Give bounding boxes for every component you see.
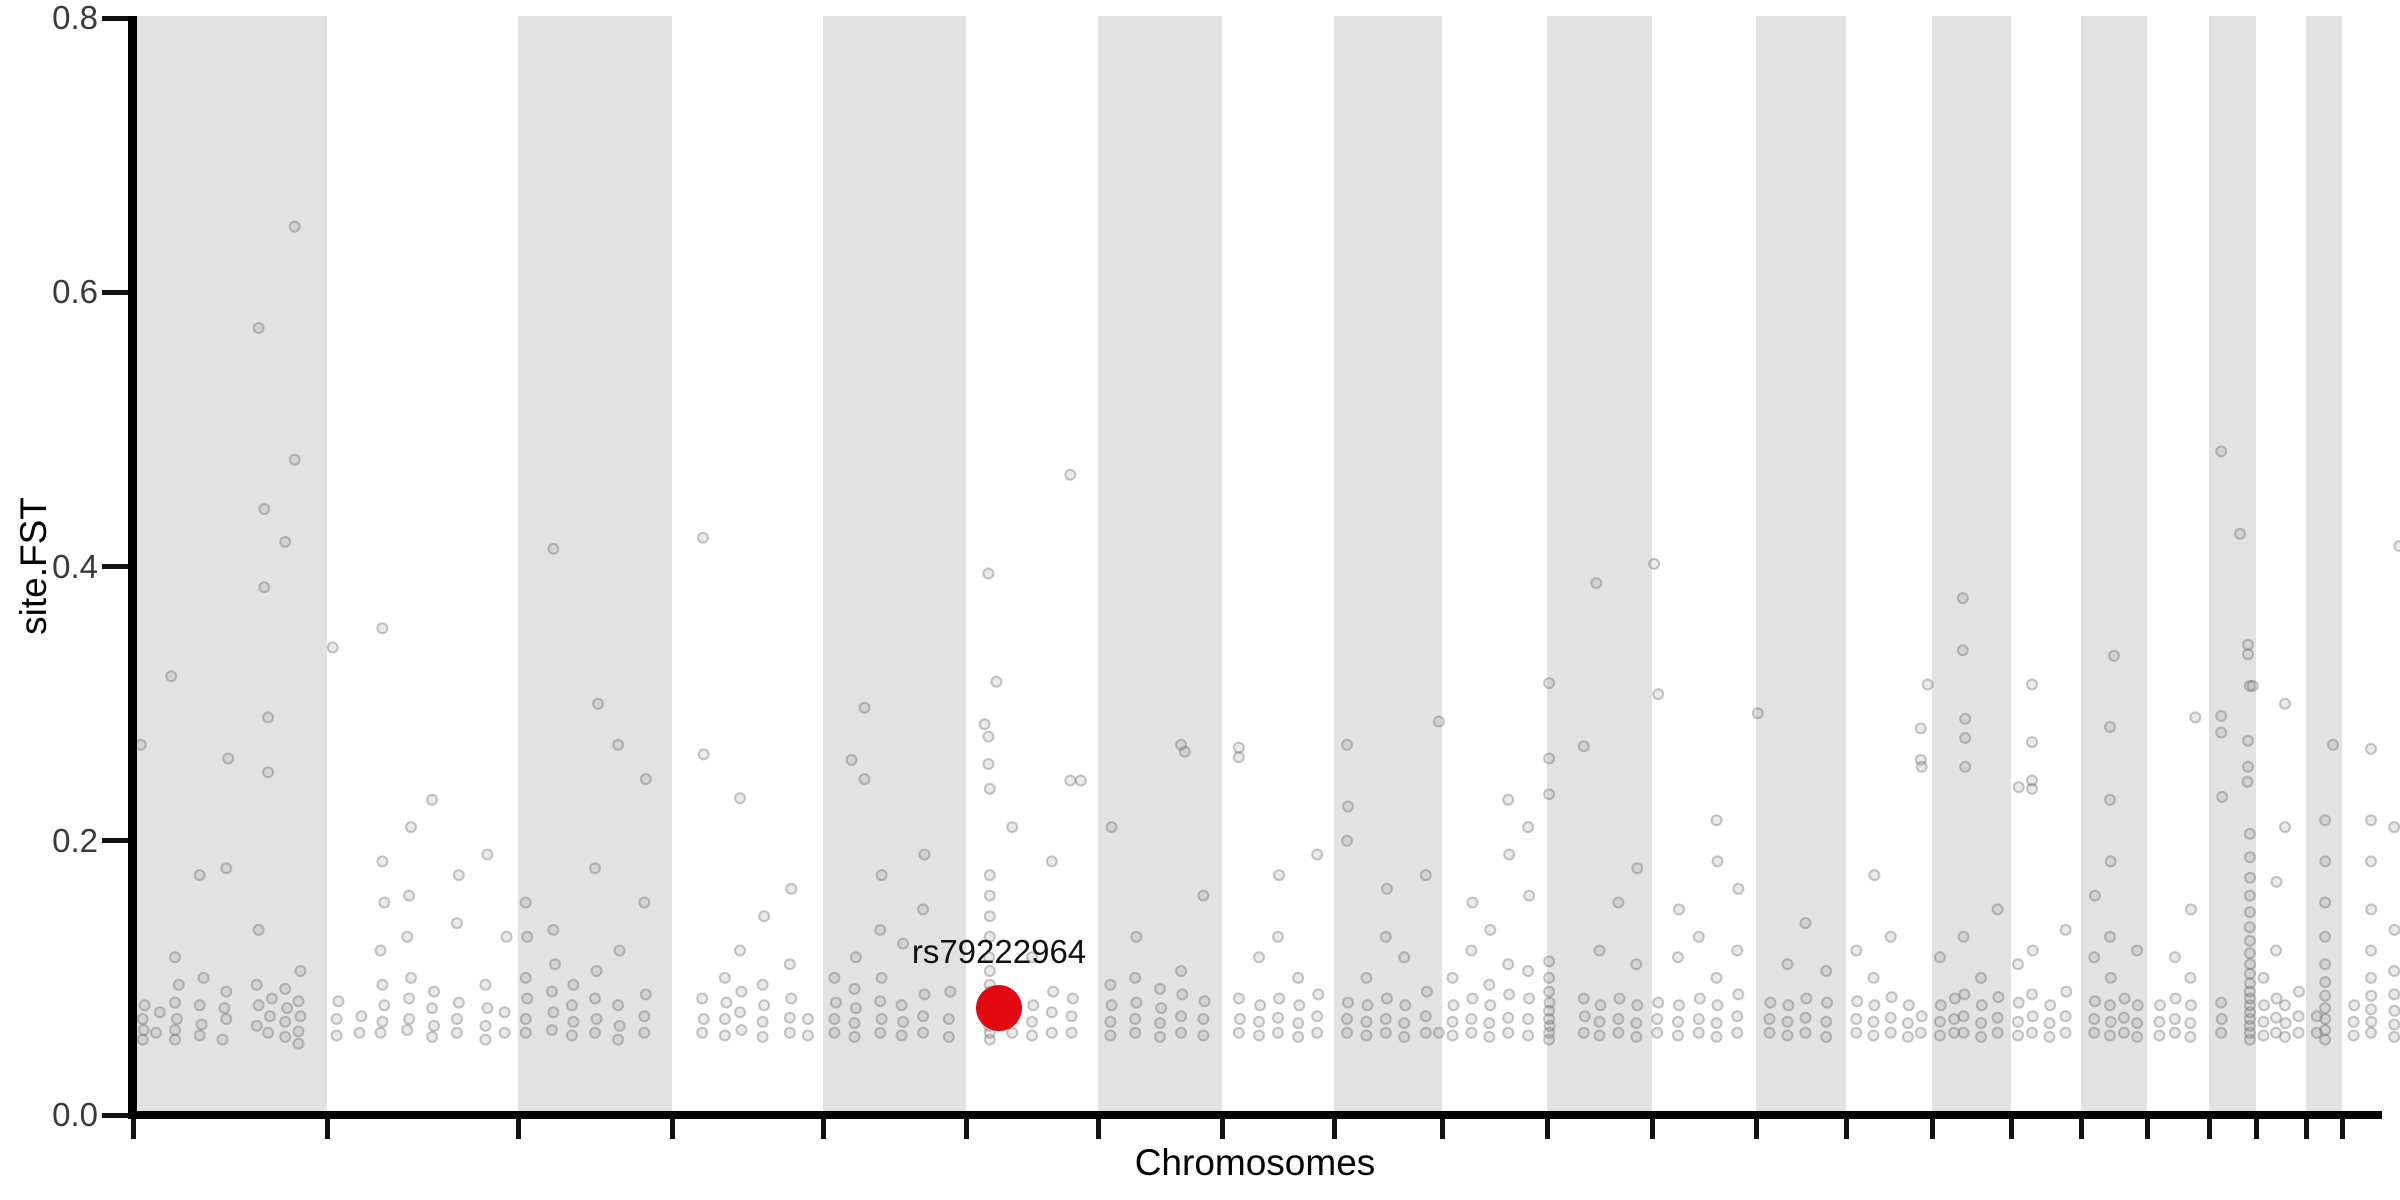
x-tick <box>820 1119 826 1139</box>
x-tick <box>324 1119 330 1139</box>
highlight-point <box>976 985 1022 1032</box>
x-tick <box>2206 1119 2212 1139</box>
x-tick <box>2339 1119 2345 1139</box>
x-tick <box>1843 1119 1849 1139</box>
x-tick <box>515 1119 521 1139</box>
x-tick <box>2078 1119 2084 1139</box>
chromosome-band <box>137 16 327 1111</box>
x-tick <box>2008 1119 2014 1139</box>
x-axis-line <box>128 1111 2382 1119</box>
chromosome-band <box>1547 16 1652 1111</box>
x-tick <box>130 1119 136 1139</box>
x-axis-title: Chromosomes <box>1134 1142 1376 1183</box>
chromosome-band <box>1932 16 2011 1111</box>
x-tick <box>1331 1119 1337 1139</box>
y-tick-label: 0.4 <box>52 547 98 585</box>
y-tick <box>102 15 128 21</box>
x-tick <box>1439 1119 1445 1139</box>
y-tick-label: 0.2 <box>52 821 98 859</box>
y-axis-title: site.FST <box>13 497 54 635</box>
y-tick-label: 0.8 <box>52 0 98 37</box>
chromosome-band <box>1756 16 1846 1111</box>
chromosome-band <box>2306 16 2342 1111</box>
y-tick <box>102 838 128 844</box>
chromosome-band <box>518 16 672 1111</box>
y-axis-line <box>128 16 137 1119</box>
x-tick <box>1219 1119 1225 1139</box>
chromosome-band <box>2209 16 2256 1111</box>
chromosome-band <box>1334 16 1442 1111</box>
y-tick <box>102 1112 128 1118</box>
chromosome-band <box>1098 16 1222 1111</box>
x-tick <box>1095 1119 1101 1139</box>
x-tick <box>2144 1119 2150 1139</box>
x-tick <box>1544 1119 1550 1139</box>
x-tick <box>669 1119 675 1139</box>
x-tick <box>1753 1119 1759 1139</box>
chromosome-band <box>2081 16 2147 1111</box>
x-tick <box>2303 1119 2309 1139</box>
y-tick-label: 0.0 <box>52 1096 98 1133</box>
y-tick-label: 0.6 <box>52 273 98 311</box>
y-tick <box>102 289 128 295</box>
x-tick <box>2253 1119 2259 1139</box>
y-tick <box>102 564 128 570</box>
x-tick <box>963 1119 969 1139</box>
x-tick <box>1929 1119 1935 1139</box>
x-tick <box>1649 1119 1655 1139</box>
highlight-label: rs79222964 <box>911 933 1087 971</box>
chromosome-band <box>823 16 966 1111</box>
